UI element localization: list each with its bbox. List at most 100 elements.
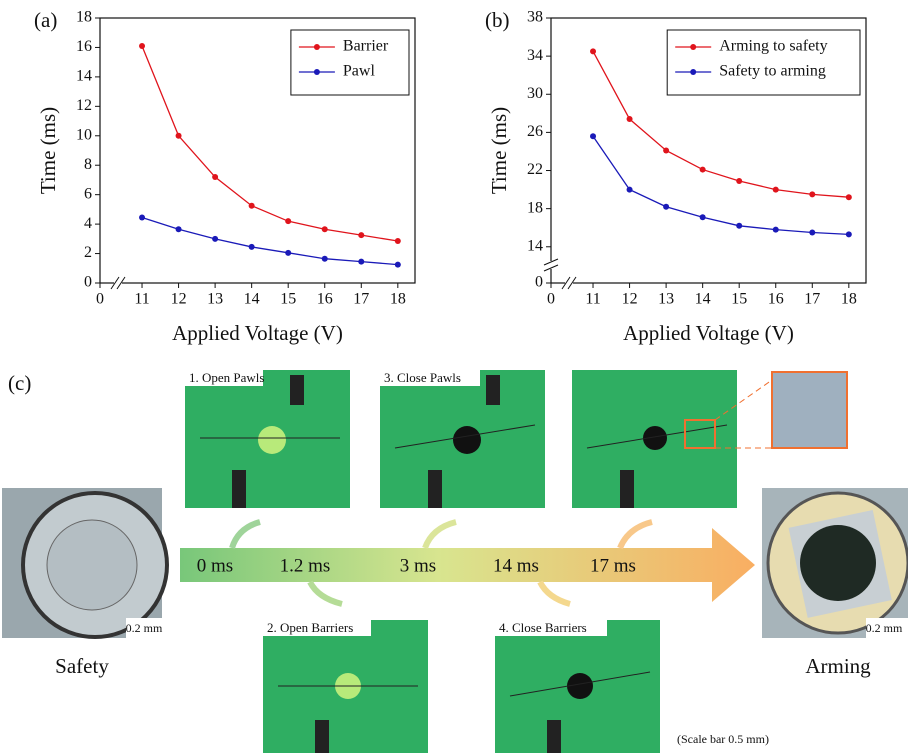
scale-note: (Scale bar 0.5 mm) [677,732,769,746]
y-tick-label: 18 [527,199,543,216]
x-tick-label: 11 [585,291,600,308]
marker [321,255,328,262]
photo [572,370,848,508]
photo: 0.2 mm [2,488,169,639]
y-tick-label: 14 [76,68,92,85]
axis-break [543,264,559,272]
y-tick-label: 6 [84,185,92,202]
x-tick-label: 14 [244,291,260,308]
marker [212,235,219,242]
x-tick-label: 13 [207,291,223,308]
state-label: Safety [55,654,109,678]
x-tick-label: 16 [768,291,784,308]
x-tick-label: 16 [317,291,333,308]
step-label: 2. Open Barriers [267,620,353,635]
panel-c: (c) 0 ms 1.2 ms 3 ms 14 ms 17 ms 1. Open… [2,370,908,753]
marker [772,186,779,193]
marker [736,222,743,229]
step-label: 1. Open Pawls [189,370,264,385]
axis-break [567,276,577,290]
time-arrow [180,528,755,602]
y-tick-label: 0 [535,274,543,291]
branch-arrow [422,519,457,550]
legend-marker [313,69,320,75]
time-label: 1.2 ms [280,555,331,576]
line [141,216,398,266]
marker [139,214,146,221]
x-axis-label: Applied Voltage (V) [172,321,343,345]
axis-break [543,258,559,266]
marker [736,178,743,185]
x-tick-label: 14 [695,291,711,308]
y-tick-label: 12 [76,97,92,114]
marker [663,203,670,210]
time-label: 14 ms [493,555,539,576]
y-tick-label: 4 [84,215,92,232]
charts: 0 11 12 13 14 15 16 17 18 0 2 4 6 8 10 12 14 16 18 Applied … [34,8,867,345]
x-tick-label: 17 [804,291,820,308]
scale-label: 0.2 mm [866,621,903,635]
marker [699,166,706,173]
marker [590,133,597,140]
marker [175,132,182,139]
marker [358,232,365,239]
marker [772,226,779,233]
y-tick-label: 16 [76,38,92,55]
x-tick-label: 18 [841,291,857,308]
step-label: 3. Close Pawls [384,370,461,385]
panel-label: (b) [485,8,510,32]
y-tick-label: 22 [527,161,543,178]
y-tick-label: 0 [84,274,92,291]
axis-break [114,280,122,286]
x-tick-label: 17 [353,291,369,308]
photo: 2. Open Barriers [263,620,428,753]
step-label: 4. Close Barriers [499,620,587,635]
axis-break [561,276,571,290]
marker [626,186,633,193]
axis-break [565,280,573,286]
photo: 1. Open Pawls [185,370,350,508]
marker [626,116,633,123]
photo: 4. Close Barriers [495,620,660,753]
branch-arrow [537,580,571,607]
time-label: 3 ms [400,555,436,576]
x-tick-label: 0 [547,291,555,308]
legend-marker [690,44,697,50]
legend-marker [313,44,320,50]
time-label: 0 ms [197,555,233,576]
y-axis-label: Time (ms) [487,107,511,194]
x-tick-label: 18 [390,291,406,308]
y-tick-label: 14 [527,237,543,254]
legend-label: Safety to arming [719,63,826,80]
x-tick-label: 13 [658,291,674,308]
state-label: Arming [805,654,871,678]
marker [285,218,292,225]
photo: 0.2 mm [762,488,908,638]
marker [663,147,670,154]
axis-break [116,276,126,290]
line [141,45,398,242]
y-tick-label: 8 [84,156,92,173]
marker [358,258,365,265]
photo: 3. Close Pawls [380,370,545,508]
x-axis-label: Applied Voltage (V) [623,321,794,345]
plot-frame [550,17,867,284]
line [592,51,849,198]
x-tick-label: 0 [96,291,104,308]
y-tick-label: 34 [527,47,543,64]
y-tick-label: 26 [527,123,543,140]
y-axis-label: Time (ms) [36,107,60,194]
marker [394,238,401,245]
marker [248,202,255,209]
legend-label: Pawl [343,63,376,80]
marker [321,226,328,233]
x-tick-label: 12 [622,291,638,308]
marker [394,261,401,268]
time-label: 17 ms [590,555,636,576]
plot-frame [99,17,416,284]
x-tick-label: 12 [171,291,187,308]
axis-break [110,276,120,290]
branch-arrow [617,519,653,550]
